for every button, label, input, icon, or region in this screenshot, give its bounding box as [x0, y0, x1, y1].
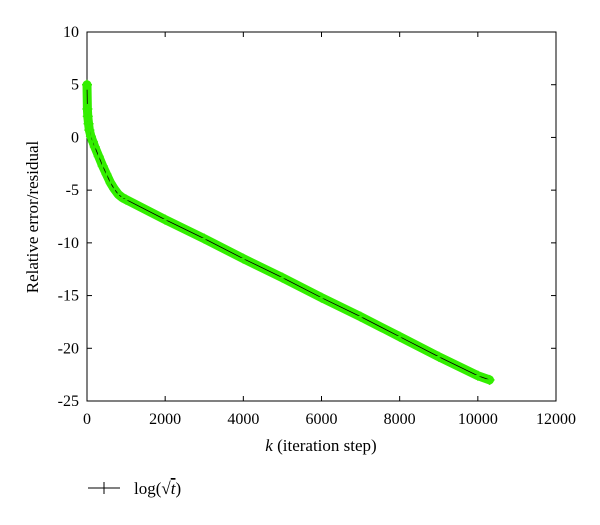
series-point [394, 331, 405, 342]
series-point [101, 169, 112, 180]
x-axis-label: k (iteration step) [265, 436, 376, 455]
series-point [109, 184, 120, 195]
legend-radicand: t [171, 479, 177, 498]
series-point [472, 370, 483, 381]
series-point [82, 79, 92, 90]
y-tick-label: 0 [71, 129, 79, 146]
x-tick-label: 2000 [149, 411, 181, 428]
series-point [277, 272, 288, 283]
series-point [160, 214, 171, 225]
y-tick-label: -20 [58, 340, 79, 357]
series-point [484, 374, 495, 385]
series-point [238, 253, 249, 264]
series-point [84, 125, 95, 136]
x-tick-label: 12000 [536, 411, 576, 428]
series-marker-band [82, 80, 495, 385]
series-point [82, 111, 93, 122]
x-tick-label: 4000 [227, 411, 259, 428]
series-point [87, 136, 98, 147]
series-point [97, 160, 108, 171]
x-tick-label: 0 [83, 411, 91, 428]
y-tick-label: -5 [66, 182, 79, 199]
series-layer [82, 79, 495, 385]
legend-sqrt-sign: √ [161, 479, 171, 498]
series-point [93, 151, 104, 162]
series-point [316, 292, 327, 303]
x-tick-label: 6000 [306, 411, 338, 428]
y-axis-label: Relative error/residual [23, 140, 42, 293]
series-point [121, 194, 132, 205]
y-tick-label: -15 [58, 288, 79, 305]
x-axis-label-var: k [265, 436, 273, 455]
y-tick-label: -10 [58, 235, 79, 252]
series-point [199, 233, 210, 244]
x-tick-label: 8000 [384, 411, 416, 428]
series-point [355, 311, 366, 322]
legend-label-suffix: ) [175, 479, 181, 498]
legend-label: log(√t) [134, 479, 181, 498]
series-point [105, 177, 116, 188]
y-tick-label: 10 [63, 24, 79, 41]
series-point [89, 141, 100, 152]
y-axis-ticks: 10 5 0 -5 -10 -15 -20 -25 [58, 24, 556, 410]
x-axis-label-rest: (iteration step) [273, 436, 377, 455]
series-point [83, 118, 94, 129]
series-line [86, 84, 490, 381]
y-tick-label: -25 [58, 393, 79, 410]
series-point [85, 131, 96, 142]
y-tick-label: 5 [71, 77, 79, 94]
legend-label-prefix: log( [134, 479, 162, 498]
legend: log(√t) [88, 479, 181, 498]
series-point [433, 351, 444, 362]
x-tick-label: 10000 [458, 411, 498, 428]
x-axis-ticks: 0 2000 4000 6000 8000 10000 12000 [83, 32, 576, 428]
